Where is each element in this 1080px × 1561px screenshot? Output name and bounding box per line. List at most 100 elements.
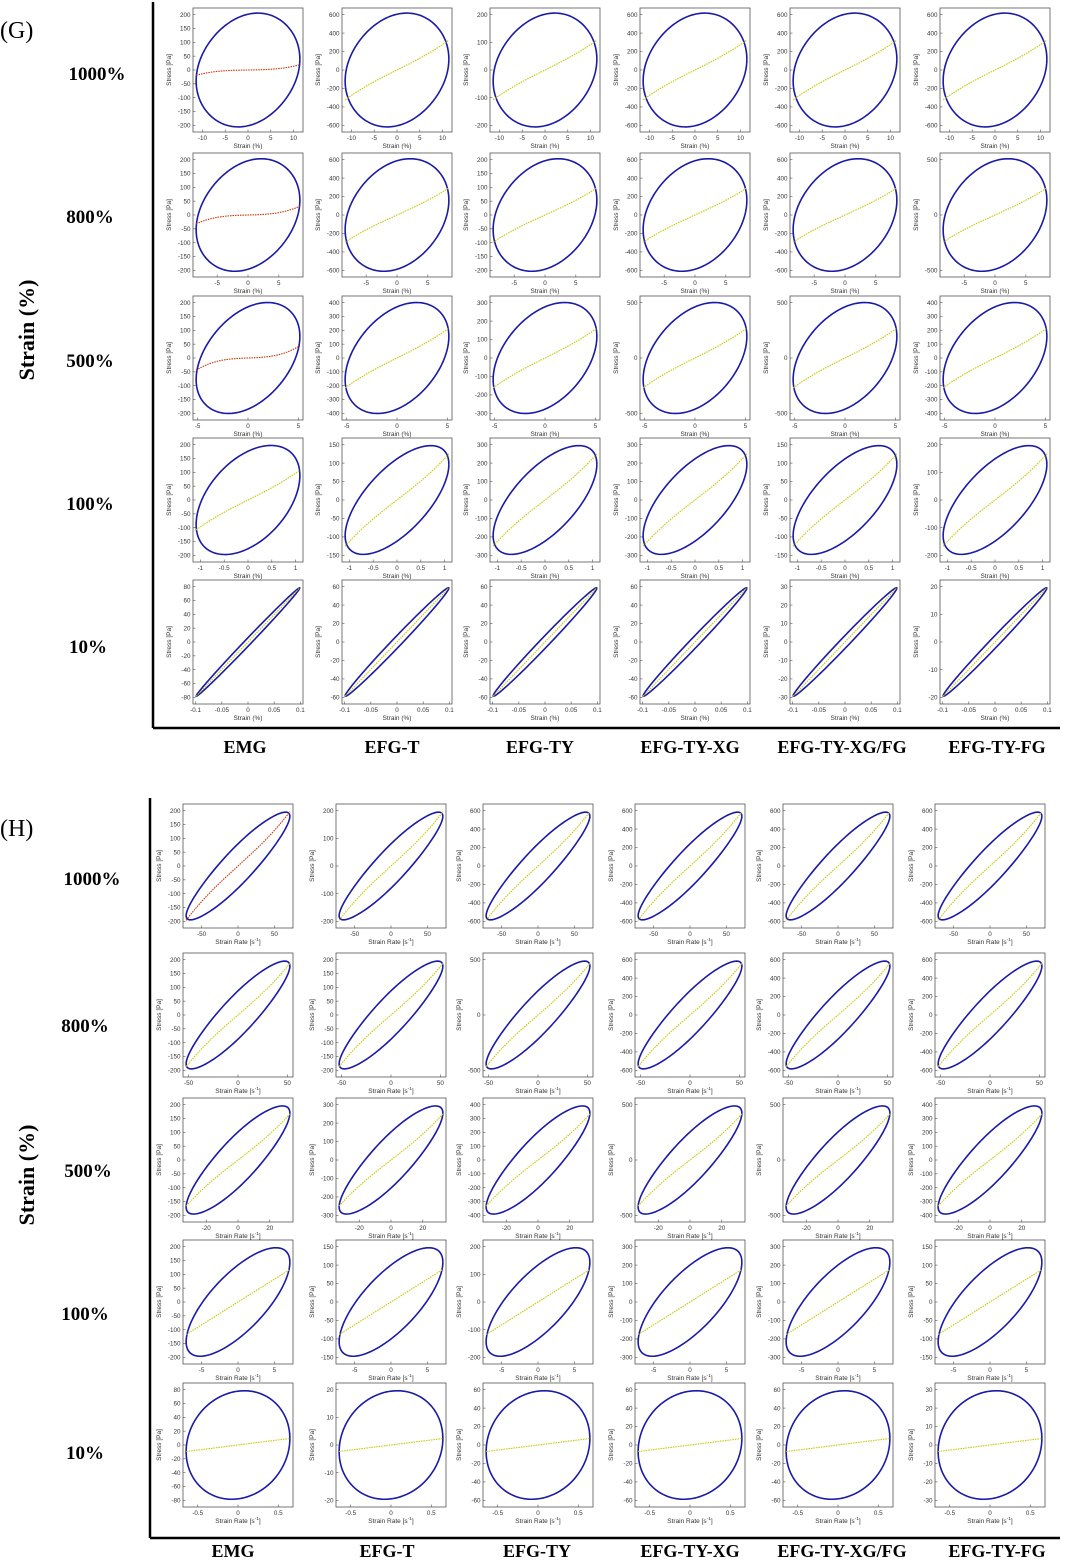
y-axis-label: Stress [Pa] (613, 626, 620, 658)
y-tick-label: 0 (634, 639, 638, 646)
y-tick-label: -100 (475, 374, 488, 381)
y-tick-label: 400 (922, 826, 933, 833)
y-tick-label: -200 (920, 882, 933, 889)
x-axis-label: Strain Rate [s-1] (515, 1231, 561, 1240)
panel-label-g: (G) (0, 18, 33, 44)
y-tick-label: 600 (622, 957, 633, 964)
y-tick-label: -400 (468, 1213, 481, 1220)
x-tick-label: -0.05 (962, 707, 977, 714)
y-tick-label: -100 (620, 1318, 633, 1325)
plot-frame (934, 1097, 1046, 1223)
x-tick-label: 5 (1025, 1367, 1029, 1374)
subplot-g-efg-ty-xg-fg-800: -5 0 5 600 400 200 0 -200 -400 -600 Stress [Pa] Str… (763, 152, 901, 295)
y-tick-label: 20 (925, 1405, 933, 1412)
x-tick-label: 20 (566, 1225, 574, 1232)
y-tick-label: 50 (780, 479, 788, 486)
y-axis-label: Stress [Pa] (156, 999, 163, 1031)
y-axis-label: Stress [Pa] (613, 199, 620, 231)
decomposed-fit-line (492, 453, 598, 547)
y-tick-label: -10 (928, 667, 938, 674)
y-tick-label: 200 (470, 845, 481, 852)
x-tick-label: -5 (961, 280, 967, 287)
y-axis-label: Stress [Pa] (463, 484, 470, 516)
subplot-g-efg-ty-fg-1000: -10 -5 0 5 10 600 400 200 0 -200 -400 -600 Stress [P… (913, 7, 1051, 150)
y-tick-label: 0 (784, 67, 788, 74)
y-tick-label: -150 (178, 254, 191, 261)
lissajous-loop (492, 444, 598, 556)
x-tick-label: 0.5 (714, 565, 723, 572)
y-tick-label: 20 (183, 625, 191, 632)
x-tick-label: 0 (543, 423, 547, 430)
y-tick-label: 0 (629, 1012, 633, 1019)
lissajous-loop (338, 1389, 444, 1501)
plot-frame (639, 7, 751, 133)
y-tick-label: -600 (620, 919, 633, 926)
lissajous-loop (642, 157, 748, 273)
x-tick-label: -20 (355, 1225, 365, 1232)
y-tick-label: -100 (920, 1171, 933, 1178)
x-tick-label: 0 (236, 1225, 240, 1232)
decomposed-fit-line (792, 327, 898, 389)
x-axis-label: Strain (%) (383, 573, 412, 580)
y-tick-label: 50 (183, 198, 191, 205)
y-tick-label: 500 (770, 1102, 781, 1109)
panel-h-row-label-800: 800% (61, 1016, 109, 1037)
x-tick-label: 0 (536, 1225, 540, 1232)
x-tick-label: 0 (993, 423, 997, 430)
y-tick-label: -150 (475, 254, 488, 261)
lissajous-loop (637, 811, 743, 921)
y-tick-label: -200 (168, 1355, 181, 1362)
x-tick-label: -5 (519, 135, 525, 142)
x-tick-label: -0.5 (192, 1510, 203, 1517)
plot-frame (489, 295, 601, 421)
subplot-h-emg-800: -50 0 50 200 150 100 50 0 -50 -100 -150 -200 Stress … (156, 952, 294, 1095)
x-tick-label: 0.05 (417, 707, 430, 714)
x-tick-label: 0 (688, 1225, 692, 1232)
y-tick-label: -200 (468, 1355, 481, 1362)
y-tick-label: -400 (468, 900, 481, 907)
subplot-h-efg-ty-xg-fg-800: -50 0 50 600 400 200 0 -200 -400 -600 Stress [Pa] S… (756, 952, 894, 1095)
y-tick-label: -20 (478, 658, 488, 665)
y-tick-label: 600 (622, 808, 633, 815)
y-tick-label: -10 (778, 658, 788, 665)
y-tick-label: 0 (934, 212, 938, 219)
x-tick-label: -0.5 (492, 1510, 503, 1517)
y-tick-label: -50 (923, 1318, 933, 1325)
y-tick-label: 100 (477, 337, 488, 344)
x-tick-label: -5 (969, 135, 975, 142)
y-tick-label: 150 (180, 171, 191, 178)
y-tick-label: 0 (629, 1299, 633, 1306)
x-tick-label: 0 (236, 1080, 240, 1087)
x-tick-label: 0.05 (1015, 707, 1028, 714)
y-tick-label: 200 (477, 12, 488, 19)
x-tick-label: 5 (1016, 135, 1020, 142)
x-tick-label: -10 (945, 135, 955, 142)
y-tick-label: 600 (470, 808, 481, 815)
y-tick-label: -200 (768, 882, 781, 889)
decomposed-fit-line (638, 1437, 742, 1453)
y-tick-label: 50 (326, 998, 334, 1005)
y-axis-label: Stress [Pa] (913, 626, 920, 658)
decomposed-fit-line (792, 587, 898, 697)
y-tick-label: -150 (178, 109, 191, 116)
decomposed-fit-line (937, 1113, 1043, 1207)
subplot-h-efg-ty-1000: -50 0 50 600 400 200 0 -200 -400 -600 Stress [Pa] S… (456, 803, 594, 946)
y-tick-label: 0 (777, 1012, 781, 1019)
y-axis-label: Stress [Pa] (156, 1144, 163, 1176)
decomposed-fit-line (344, 587, 450, 697)
y-tick-label: 50 (183, 53, 191, 60)
x-tick-label: -0.05 (812, 707, 827, 714)
y-tick-label: -200 (178, 123, 191, 130)
y-axis-label: Stress [Pa] (756, 1286, 763, 1318)
y-tick-label: 400 (770, 826, 781, 833)
y-tick-label: 150 (180, 26, 191, 33)
panel-g-y-title: Strain (%) (14, 280, 39, 381)
lissajous-loop (642, 12, 748, 128)
x-tick-label: 5 (725, 1367, 729, 1374)
x-tick-label: -0.1 (339, 707, 350, 714)
y-tick-label: -100 (920, 1336, 933, 1343)
x-axis-label: Strain Rate [s-1] (515, 937, 561, 946)
y-tick-label: 150 (777, 442, 788, 449)
x-tick-label: 10 (290, 135, 298, 142)
